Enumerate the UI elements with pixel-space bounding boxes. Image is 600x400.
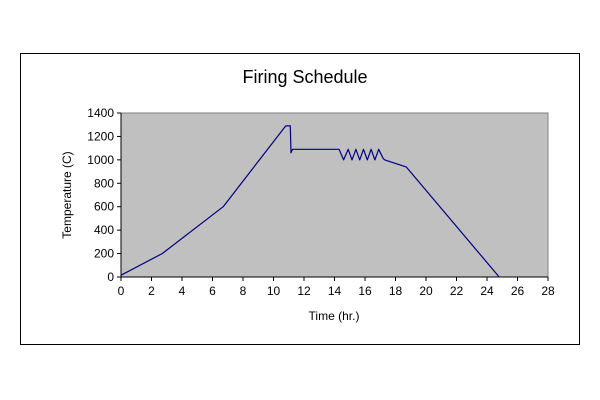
y-axis-title: Temperature (C) — [60, 151, 74, 238]
x-tick-label: 24 — [480, 284, 494, 298]
x-tick-label: 8 — [240, 284, 247, 298]
y-tick-label: 200 — [94, 247, 114, 261]
y-tick-label: 400 — [94, 223, 114, 237]
x-tick-label: 26 — [511, 284, 525, 298]
x-tick-label: 22 — [450, 284, 464, 298]
y-tick-label: 1400 — [87, 106, 114, 120]
x-tick-label: 10 — [267, 284, 281, 298]
y-tick-label: 1000 — [87, 153, 114, 167]
x-tick-label: 6 — [209, 284, 216, 298]
x-tick-label: 28 — [541, 284, 555, 298]
x-tick-label: 14 — [328, 284, 342, 298]
y-tick-label: 1200 — [87, 129, 114, 143]
x-tick-label: 2 — [148, 284, 155, 298]
series-line — [120, 125, 500, 278]
chart: Firing Schedule 020040060080010001200140… — [60, 67, 555, 323]
x-tick-label: 20 — [419, 284, 433, 298]
x-tick-label: 18 — [389, 284, 403, 298]
x-tick-label: 12 — [297, 284, 311, 298]
chart-frame: Firing Schedule 0 200 400 600 800 1000 1200 140… — [20, 53, 580, 345]
y-tick-label: 800 — [94, 176, 114, 190]
x-tick-label: 0 — [118, 284, 125, 298]
y-tick-label: 600 — [94, 200, 114, 214]
x-tick-label: 4 — [179, 284, 186, 298]
x-axis-title: Time (hr.) — [309, 309, 360, 323]
y-tick-label: 0 — [107, 270, 114, 284]
plot-area — [120, 112, 549, 278]
chart-title: Firing Schedule — [242, 67, 367, 87]
x-tick-label: 16 — [358, 284, 372, 298]
